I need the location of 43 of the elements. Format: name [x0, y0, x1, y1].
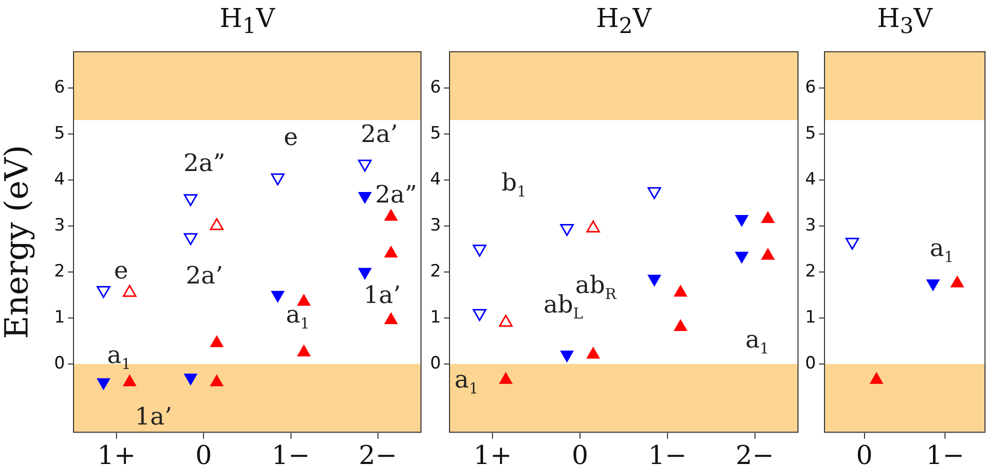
y-tick-label: 4 [805, 169, 816, 190]
y-tick-label: 3 [805, 215, 816, 236]
y-tick-label: 5 [805, 123, 816, 144]
y-tick-label: 1 [430, 307, 441, 328]
x-tick-label: 1− [272, 441, 310, 472]
y-tick-label: 6 [805, 77, 816, 98]
y-tick-label: 6 [54, 77, 65, 98]
chart-title: H$_{3}$V [876, 4, 934, 42]
annotation: e [284, 123, 298, 152]
x-tick-label: 0 [856, 441, 873, 472]
annotation: e [114, 256, 128, 284]
y-tick-label: 5 [430, 123, 441, 144]
y-tick-label: 4 [430, 169, 441, 190]
x-tick-label: 2− [358, 441, 398, 472]
x-tick-label: 2− [736, 441, 774, 472]
x-tick-label: 1− [648, 441, 687, 472]
annotation: 2a” [183, 149, 226, 178]
chart-title: H$_{1}$V [218, 4, 276, 42]
y-tick-label: 2 [54, 261, 65, 282]
x-tick-label: 0 [572, 441, 588, 472]
x-tick-label: 1+ [474, 441, 512, 472]
y-tick-label: 3 [430, 215, 441, 236]
y-tick-label: 3 [54, 215, 65, 236]
y-tick-label: 0 [430, 353, 441, 374]
annotation: 2a’ [360, 120, 398, 148]
annotation: 1a’ [134, 402, 172, 431]
y-tick-label: 1 [805, 307, 816, 328]
y-tick-label: 0 [54, 353, 65, 374]
x-tick-label: 1+ [97, 441, 136, 472]
y-tick-label: 1 [54, 307, 65, 328]
chart-title: H$_{2}$V [595, 4, 653, 42]
x-tick-label: 0 [195, 441, 212, 472]
y-tick-label: 6 [430, 77, 441, 98]
annotation: 1a’ [364, 280, 401, 309]
annotation: 2a’ [186, 261, 223, 290]
y-tick-label: 5 [54, 123, 65, 144]
x-tick-label: 1− [926, 441, 964, 472]
annotation: 2a” [375, 180, 417, 208]
y-tick-label: 2 [430, 261, 441, 282]
y-tick-label: 2 [805, 261, 816, 282]
y-axis-title: Energy (eV) [0, 145, 36, 339]
y-tick-label: 0 [805, 353, 816, 374]
y-tick-label: 4 [54, 169, 65, 190]
